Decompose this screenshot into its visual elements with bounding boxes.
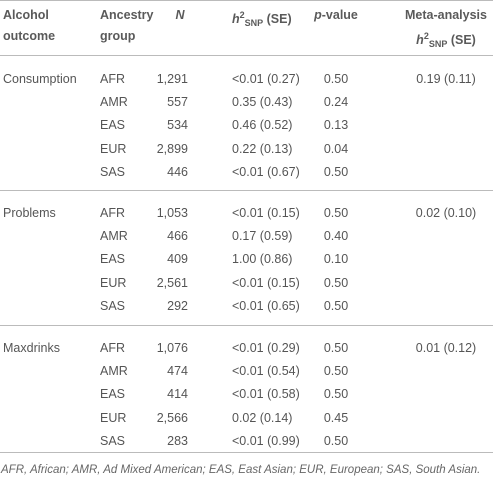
header-cell: Alcohol [3,6,49,24]
header-text: SNP [244,18,264,28]
data-cell: 409 [167,252,188,267]
header-text: Meta-analysis [405,8,487,22]
data-cell: 0.50 [323,72,349,86]
rule [0,0,493,1]
data-cell: AFR [100,341,125,355]
data-cell: <0.01 (0.54) [232,364,300,379]
header-text: outcome [3,29,56,43]
data-cell: 0.35 (0.43) [232,95,293,110]
data-cell: 0.50 [323,164,349,179]
data-cell: <0.01 (0.65) [232,298,300,313]
header-cell: outcome [3,27,55,45]
header-text: 2 [239,10,245,20]
data-cell: AFR [100,206,125,220]
data-cell: 534 [167,118,188,133]
data-cell: 2,899 [156,141,188,156]
data-cell: 0.50 [323,433,349,448]
data-cell: 0.04 [323,141,349,156]
rule [0,55,493,56]
data-cell: AMR [100,364,128,379]
header-text: (SE) [263,12,292,26]
rule [0,452,493,453]
meta-cell: 0.02 (0.10) [415,206,477,220]
data-cell: AFR [100,72,125,86]
data-cell: 0.50 [323,364,349,379]
header-cell: h2SNP (SE) [232,6,292,32]
meta-cell: 0.19 (0.11) [416,72,476,86]
data-cell: EUR [100,410,127,425]
data-cell: 283 [167,433,188,448]
data-cell: 0.24 [323,95,349,110]
header-text: N [175,8,185,22]
data-cell: SAS [100,298,126,313]
data-cell: 0.10 [323,252,349,267]
data-cell: 0.50 [323,341,349,355]
data-cell: <0.01 (0.15) [232,206,300,220]
data-cell: 0.50 [323,298,349,313]
outcome-cell: Consumption [3,72,77,86]
data-cell: 414 [167,387,188,402]
data-cell: 0.50 [323,206,349,220]
header-text: (SE) [447,33,476,47]
data-cell: 0.46 (0.52) [232,118,293,133]
header-cell: Meta-analysis [386,6,493,24]
data-cell: 2,566 [156,410,188,425]
header-text: 2 [423,31,429,41]
header-cell: h2SNP (SE) [386,27,493,53]
header-text: p [314,8,322,22]
meta-cell: 0.01 (0.12) [415,341,477,355]
data-cell: 0.17 (0.59) [232,229,293,244]
header-text: h [232,12,240,26]
outcome-cell: Problems [3,206,56,220]
data-cell: <0.01 (0.29) [232,341,300,355]
data-cell: <0.01 (0.99) [232,433,300,448]
data-cell: 0.45 [323,410,349,425]
data-cell: <0.01 (0.67) [232,164,300,179]
data-cell: 0.40 [323,229,349,244]
data-cell: 466 [167,229,188,244]
data-cell: 0.50 [323,275,349,290]
data-cell: EAS [100,387,126,402]
header-cell: p-value [276,6,396,24]
data-cell: AMR [100,229,128,244]
data-cell: 1,053 [156,206,188,220]
data-cell: 1.00 (0.86) [232,252,293,267]
data-cell: <0.01 (0.15) [232,275,300,290]
data-cell: 474 [167,364,188,379]
data-cell: 0.02 (0.14) [232,410,293,425]
data-cell: EUR [100,275,127,290]
data-cell: EUR [100,141,127,156]
header-text: Alcohol [3,8,49,22]
header-text: h [416,33,424,47]
header-text: group [100,29,136,43]
data-cell: 1,291 [156,72,188,86]
data-cell: 292 [167,298,188,313]
data-cell: 1,076 [156,341,188,355]
footnote: AFR, African; AMR, Ad Mixed American; EA… [1,464,481,476]
header-cell: N [120,6,240,24]
header-cell: Ancestry [100,6,154,24]
data-cell: AMR [100,95,128,110]
data-cell: 446 [167,164,188,179]
data-cell: SAS [100,433,126,448]
data-cell: SAS [100,164,126,179]
data-cell: 0.22 (0.13) [232,141,293,156]
outcome-cell: Maxdrinks [3,341,60,355]
header-text: -value [321,8,358,22]
data-cell: 2,561 [156,275,188,290]
rule [0,325,493,326]
rule [0,190,493,191]
data-cell: 0.13 [323,118,349,133]
data-cell: 557 [167,95,188,110]
data-cell: <0.01 (0.27) [232,72,300,86]
data-cell: 0.50 [323,387,349,402]
data-cell: EAS [100,118,126,133]
data-cell: <0.01 (0.58) [232,387,300,402]
header-text: Ancestry [100,8,154,22]
data-cell: EAS [100,252,126,267]
header-text: SNP [428,39,448,49]
header-cell: group [100,27,135,45]
